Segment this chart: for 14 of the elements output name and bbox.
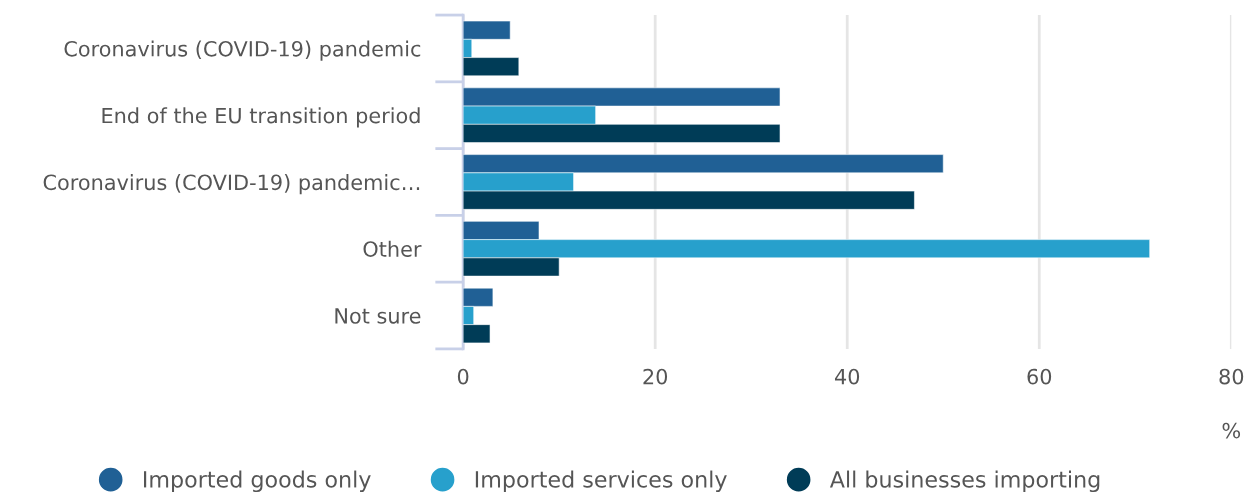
x-tick-label: 80 (1219, 368, 1244, 385)
legend-label: Imported goods only (143, 470, 371, 493)
y-tick-label: Coronavirus (COVID-19) pandemic (64, 40, 421, 61)
x-tick-label: 0 (457, 368, 469, 385)
y-tick-label: End of the EU transition period (102, 107, 420, 128)
y-tick-label: Other (363, 240, 422, 257)
x-tick-label: 40 (834, 368, 860, 385)
y-tick-label: Coronavirus (COVID-19) pandemic… (43, 174, 420, 195)
legend-label: All businesses importing (829, 470, 1100, 493)
x-axis-title: % (1222, 422, 1241, 439)
y-tick-label: Not sure (335, 308, 421, 324)
x-tick-label: 60 (1027, 368, 1052, 385)
legend-label: Imported services only (475, 470, 727, 493)
x-tick-label: 20 (643, 368, 668, 385)
